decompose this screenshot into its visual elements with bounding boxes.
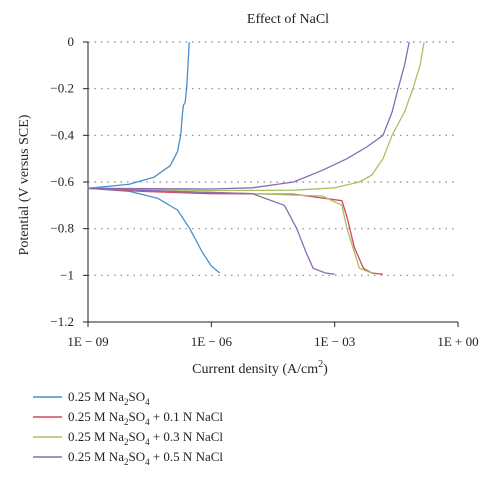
y-tick-label: −0.4 bbox=[50, 127, 74, 142]
legend-text-part: + 0.3 N NaCl bbox=[150, 429, 224, 444]
x-axis-title-sup: 2 bbox=[318, 359, 323, 370]
legend-subscript: 2 bbox=[124, 397, 129, 407]
series-line-4 bbox=[87, 41, 410, 275]
axes bbox=[83, 41, 459, 327]
legend-subscript: 2 bbox=[124, 437, 129, 447]
y-tick-label: 0 bbox=[68, 34, 75, 49]
legend-label-2: 0.25 M Na2SO4 + 0.1 N NaCl bbox=[68, 409, 223, 427]
legend-text-part: + 0.1 N NaCl bbox=[150, 409, 224, 424]
y-axis-title: Potential (V versus SCE) bbox=[17, 114, 32, 255]
y-tick-label: −0.8 bbox=[50, 221, 74, 236]
legend-label-4: 0.25 M Na2SO4 + 0.5 N NaCl bbox=[68, 449, 223, 467]
legend-text-part: SO bbox=[128, 449, 145, 464]
legend-text-part: 0.25 M Na bbox=[68, 449, 124, 464]
legend-label-3: 0.25 M Na2SO4 + 0.3 N NaCl bbox=[68, 429, 223, 447]
legend-text-part: 0.25 M Na bbox=[68, 429, 124, 444]
series-lines bbox=[87, 41, 425, 275]
legend-subscript: 4 bbox=[145, 457, 150, 467]
series-line-1 bbox=[87, 41, 221, 274]
grid-lines bbox=[88, 41, 458, 276]
x-axis-title: Current density (A/cm2) bbox=[192, 359, 328, 377]
y-tick-label: −0.6 bbox=[50, 174, 74, 189]
legend-subscript: 4 bbox=[145, 397, 150, 407]
y-tick-label: −1.2 bbox=[50, 314, 74, 329]
legend-text-part: + 0.5 N NaCl bbox=[150, 449, 224, 464]
legend-text-part: 0.25 M Na bbox=[68, 409, 124, 424]
x-tick-label: 1E − 03 bbox=[314, 334, 355, 349]
legend-subscript: 2 bbox=[124, 457, 129, 467]
x-tick-label: 1E + 00 bbox=[437, 334, 478, 349]
legend-subscript: 4 bbox=[145, 437, 150, 447]
x-axis-title-end: ) bbox=[323, 362, 328, 377]
legend-text-part: SO bbox=[128, 429, 145, 444]
series-line-2 bbox=[87, 187, 384, 275]
legend-label-1: 0.25 M Na2SO4 bbox=[68, 389, 150, 407]
series-line-3 bbox=[87, 41, 425, 274]
x-axis-title-main: Current density (A/cm bbox=[192, 362, 318, 377]
legend-text-part: SO bbox=[128, 389, 145, 404]
legend-subscript: 4 bbox=[145, 417, 150, 427]
y-tick-label: −0.2 bbox=[50, 81, 74, 96]
y-tick-label: −1 bbox=[60, 267, 74, 282]
x-tick-label: 1E − 06 bbox=[191, 334, 233, 349]
tick-labels: 0 −0.2 −0.4 −0.6 −0.8 −1 −1.2 1E − 09 1E − 06 1E … bbox=[50, 34, 478, 349]
legend-subscript: 2 bbox=[124, 417, 129, 427]
chart-title: Effect of NaCl bbox=[247, 12, 329, 27]
legend-text-part: 0.25 M Na bbox=[68, 389, 124, 404]
legend-text-part: SO bbox=[128, 409, 145, 424]
x-tick-label: 1E − 09 bbox=[67, 334, 108, 349]
